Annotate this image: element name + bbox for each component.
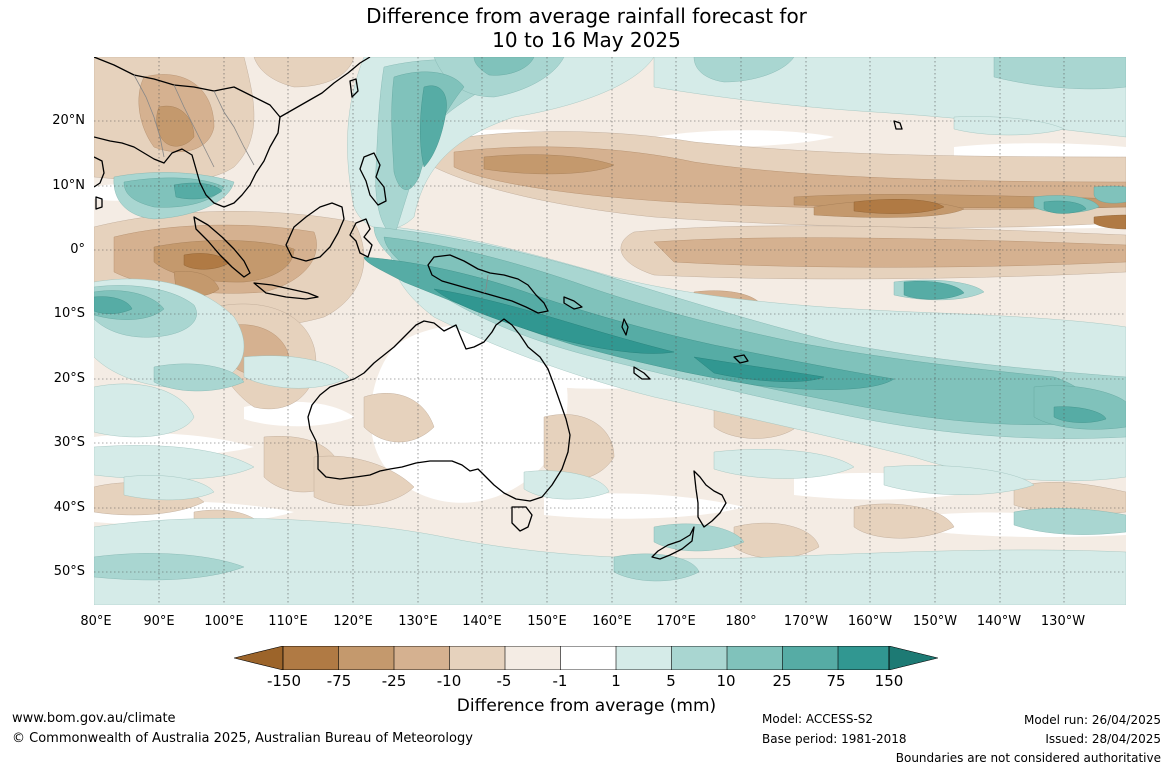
lon-label-180: 180° (725, 614, 757, 629)
colorbar-tick: 5 (666, 672, 676, 690)
coastline-india (94, 156, 105, 188)
lon-label-170e: 170°E (656, 614, 696, 629)
lon-label-160e: 160°E (592, 614, 632, 629)
coastline-vanuatu (621, 318, 629, 336)
lat-label-40s: 40°S (53, 500, 85, 515)
colorbar-segment-4 (449, 646, 505, 670)
deepest-teal-anomalies (433, 288, 825, 382)
lon-label-120e: 120°E (333, 614, 373, 629)
lon-label-100e: 100°E (204, 614, 244, 629)
dark-teal-anomalies (94, 57, 1126, 430)
title-line-2: 10 to 16 May 2025 (492, 28, 681, 52)
coastline-solomon-islands (563, 296, 583, 310)
lat-label-50s: 50°S (53, 564, 85, 579)
coastline-australia (307, 318, 571, 502)
coastline-sumatra (193, 216, 251, 278)
lat-label-0: 0° (70, 242, 85, 257)
coastline-nz-north (693, 470, 727, 528)
map-title: Difference from average rainfall forecas… (0, 4, 1173, 52)
colorbar-segment-6 (560, 646, 616, 670)
coastlines (94, 57, 903, 560)
model-name: Model: ACCESS-S2 (762, 712, 874, 726)
lon-label-160w: 160°W (847, 614, 893, 629)
colorbar-label: Difference from average (mm) (456, 696, 717, 716)
colorbar-tick: -10 (436, 672, 462, 690)
rainfall-anomaly-map (94, 57, 1126, 605)
lon-label-170w: 170°W (783, 614, 829, 629)
coastline-china-east (279, 57, 371, 118)
lon-label-140e: 140°E (462, 614, 502, 629)
coastline-philippines (359, 152, 387, 206)
colorbar-tick: 1 (611, 672, 621, 690)
lon-label-130w: 130°W (1040, 614, 1086, 629)
country-boundaries (133, 74, 489, 294)
boundaries-disclaimer: Boundaries are not considered authoritat… (895, 751, 1161, 765)
colorbar-arrow-min (233, 645, 284, 671)
lon-label-150e: 150°E (527, 614, 567, 629)
colorbar-segment-1 (283, 646, 339, 670)
colorbar-tick: -5 (496, 672, 512, 690)
colorbar-tick: 10 (716, 672, 736, 690)
colorbar-tick: 150 (874, 672, 904, 690)
base-period: Base period: 1981-2018 (762, 732, 907, 746)
colorbar-tick: -150 (266, 672, 302, 690)
lat-label-10n: 10°N (52, 178, 85, 193)
mid-brown-anomalies (113, 74, 1126, 376)
lon-label-90e: 90°E (143, 614, 175, 629)
lat-label-20s: 20°S (53, 371, 85, 386)
coastline-java (253, 282, 319, 300)
lat-label-30s: 30°S (53, 435, 85, 450)
coastline-fiji (733, 354, 749, 364)
colorbar-tick: 25 (772, 672, 792, 690)
colorbar-legend (233, 645, 939, 671)
coastline-borneo (285, 202, 345, 262)
colorbar-segment-5 (505, 646, 561, 670)
coastline-new-caledonia (633, 366, 651, 380)
coastline-asia-mainland (94, 57, 281, 208)
coastline-tasmania (511, 506, 533, 532)
darkest-brown-anomalies (183, 199, 1126, 270)
colorbar-segment-2 (338, 646, 394, 670)
lat-label-10s: 10°S (53, 306, 85, 321)
coastline-new-guinea (427, 254, 549, 314)
colorbar-segment-8 (671, 646, 727, 670)
coastline-nz-south (651, 526, 695, 560)
coastline-sri-lanka (95, 196, 103, 210)
colorbar-segment-11 (838, 646, 889, 670)
colorbar-segment-9 (727, 646, 783, 670)
website-link[interactable]: www.bom.gov.au/climate (12, 711, 176, 726)
darkest-teal-anomalies (94, 85, 1107, 423)
colorbar-tick: -75 (326, 672, 352, 690)
coastline-taiwan (349, 78, 359, 98)
title-line-1: Difference from average rainfall forecas… (366, 4, 807, 28)
coastline-hawaii (893, 120, 903, 130)
colorbar-tick: -1 (552, 672, 568, 690)
coastline-sulawesi (349, 218, 373, 258)
colorbar-segment-3 (394, 646, 450, 670)
lon-label-140w: 140°W (976, 614, 1022, 629)
colorbar-segment-7 (616, 646, 672, 670)
colorbar-arrow-max (888, 645, 939, 671)
lon-label-110e: 110°E (268, 614, 308, 629)
lat-label-20n: 20°N (52, 113, 85, 128)
colorbar-tick: -25 (381, 672, 407, 690)
copyright-text: © Commonwealth of Australia 2025, Austra… (12, 731, 473, 746)
issued-date: Issued: 28/04/2025 (1045, 732, 1161, 746)
model-run-date: Model run: 26/04/2025 (1023, 713, 1161, 727)
lon-label-130e: 130°E (398, 614, 438, 629)
colorbar-segment-10 (782, 646, 838, 670)
lon-label-150w: 150°W (912, 614, 958, 629)
lon-label-80e: 80°E (80, 614, 112, 629)
colorbar-tick: 75 (826, 672, 846, 690)
map-gridlines (94, 57, 1126, 605)
